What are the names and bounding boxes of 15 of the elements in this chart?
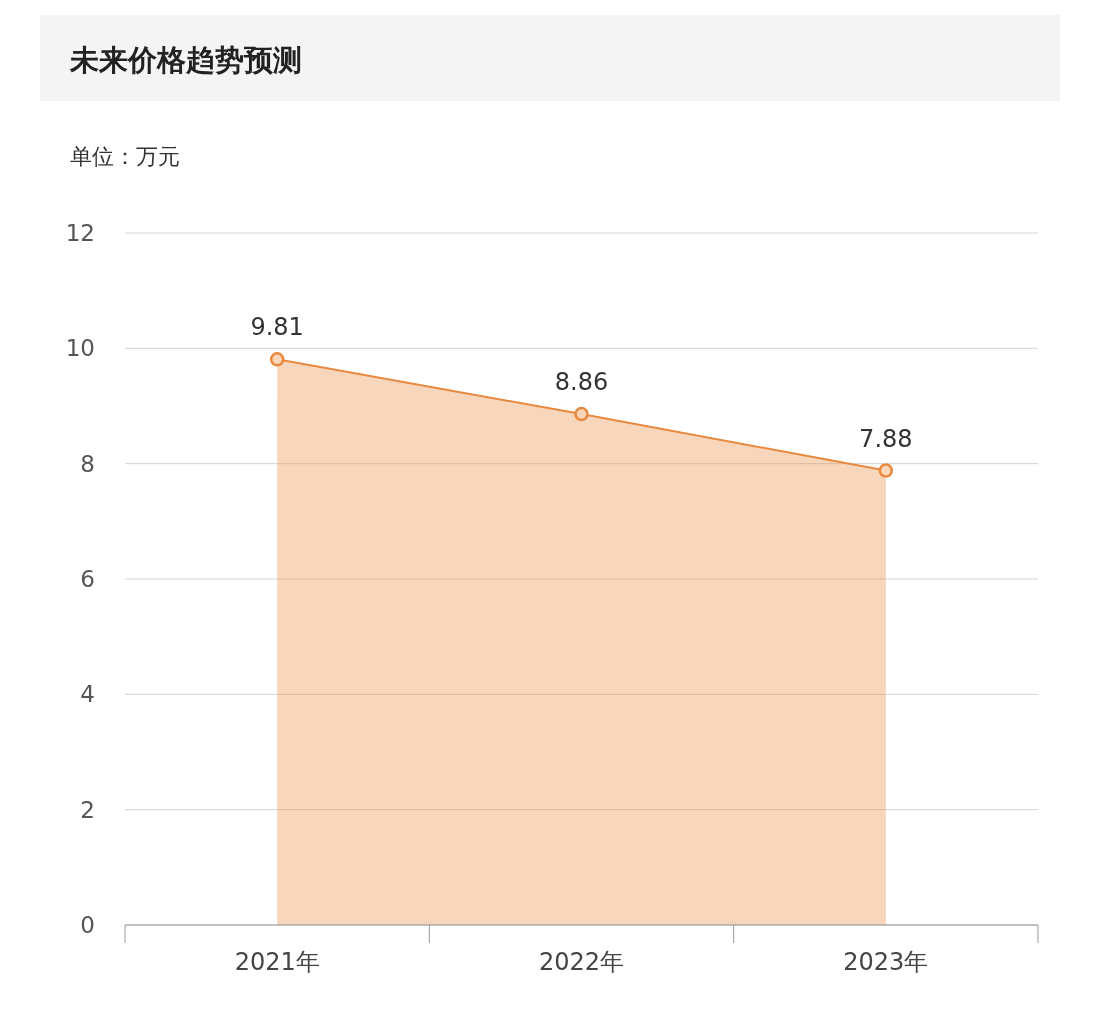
x-tick-label: 2023年 (843, 948, 929, 976)
data-label: 8.86 (554, 368, 609, 397)
x-tick-label: 2022年 (538, 948, 625, 976)
y-tick-label: 8 (80, 450, 95, 477)
y-axis-title: 单位：万元 (70, 144, 180, 169)
y-tick-label: 6 (80, 566, 95, 592)
y-tick-label: 10 (65, 335, 95, 362)
x-tick-label: 2021年 (234, 948, 320, 976)
data-label: 9.81 (250, 313, 304, 342)
y-tick-label: 12 (65, 220, 95, 246)
y-tick-label: 4 (80, 681, 95, 708)
chart-title: 未来价格趋势预测 (69, 43, 302, 77)
data-label: 7.88 (859, 424, 913, 453)
y-tick-label: 2 (80, 796, 95, 823)
y-tick-label: 0 (80, 912, 95, 938)
